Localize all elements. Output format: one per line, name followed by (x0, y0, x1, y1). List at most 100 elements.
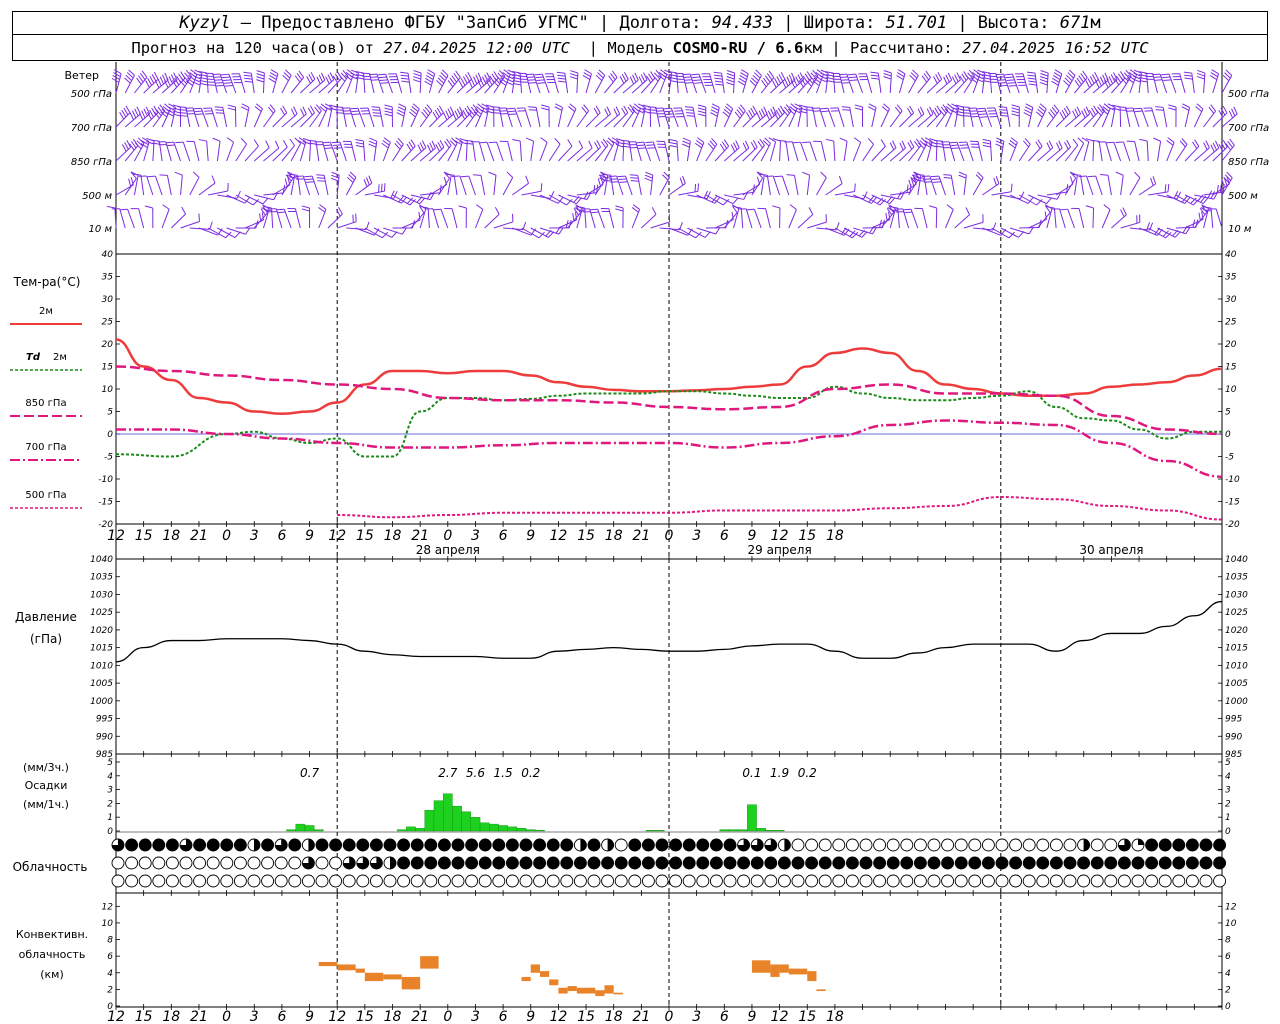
wind-barb-feather (192, 171, 200, 178)
wind-barb (650, 221, 670, 229)
wind-barb (521, 227, 540, 239)
wind-barb-feather (513, 82, 522, 86)
wind-barb-feather (409, 198, 416, 206)
cloud-symbol (247, 874, 261, 888)
wind-barb (219, 73, 228, 94)
wind-barb-feather (1087, 175, 1096, 178)
wind-barb (244, 107, 250, 128)
wind-barb-feather (528, 109, 537, 111)
cloud-symbol (125, 838, 139, 852)
conv-bar (576, 987, 596, 994)
wind-barb-feather (800, 77, 806, 86)
wind-barb-feather (879, 198, 886, 206)
temp-ylabel: 0 (107, 430, 113, 440)
wind-barb-feather (1091, 107, 1097, 116)
cloud-symbol (1185, 874, 1199, 888)
wind-barb (1018, 144, 1031, 162)
wind-barb-feather (541, 104, 550, 108)
wind-barb-feather (1035, 141, 1041, 149)
wind-barb-feather (569, 103, 577, 110)
wind-barb-feather (274, 140, 280, 149)
wind-barb-feather (199, 82, 208, 86)
wind-barb-feather (825, 77, 834, 80)
wind-barb-feather (424, 106, 431, 114)
wind-barb (180, 221, 200, 229)
wind-barb-feather (854, 183, 856, 192)
wind-barb-feather (752, 105, 758, 114)
wind-barb-feather (413, 70, 422, 74)
cloud-symbol (329, 838, 343, 852)
wind-barb-feather (398, 103, 406, 108)
cloud-symbol-fill (1118, 839, 1131, 852)
wind-barb-feather (554, 106, 563, 111)
wind-barb-feather (453, 73, 459, 81)
temp-ylabel: 10 (102, 385, 114, 395)
wind-barb-feather (932, 109, 938, 118)
wind-barb-feather (324, 106, 332, 111)
hour-label: 6 (499, 1009, 508, 1024)
wind-barb-feather (782, 109, 789, 116)
conv-bar (401, 976, 421, 990)
wind-barb (373, 227, 392, 238)
conv-ylabel: 8 (1225, 936, 1231, 946)
wind-barb-feather (145, 80, 150, 88)
cloud-symbol (614, 874, 628, 888)
wind-barb-feather (726, 79, 735, 83)
wind-barb-feather (452, 112, 457, 121)
cloud-symbol (628, 838, 642, 852)
cloud-symbol (206, 856, 220, 870)
temp-ylabel: 20 (102, 340, 114, 350)
wind-barb-feather (897, 69, 906, 75)
wind-barb-feather (454, 110, 459, 119)
wind-barb (677, 227, 696, 239)
wind-barb-feather (1152, 73, 1161, 76)
wind-barb-feather (378, 76, 387, 79)
wind-barb-feather (901, 140, 906, 149)
wind-barb-feather (1203, 142, 1208, 151)
wind-barb-feather (398, 195, 405, 203)
wind-barb-feather (145, 106, 151, 115)
wind-barb-feather (1081, 137, 1090, 143)
cloud-symbol (805, 874, 819, 888)
pressure-ylabel: 1035 (90, 573, 113, 583)
wind-barb (383, 227, 403, 235)
wind-barb-feather (397, 109, 405, 114)
wind-barb (410, 108, 420, 128)
precip-bar (415, 828, 425, 832)
hour-label: 18 (162, 1009, 180, 1024)
wind-barb-feather (318, 207, 326, 213)
cloud-symbol (546, 874, 560, 888)
wind-barb-feather (507, 72, 515, 77)
wind-barb (275, 208, 283, 229)
wind-barb-feather (464, 107, 470, 116)
wind-barb-feather (323, 144, 332, 147)
wind-barb-feather (172, 80, 178, 88)
precip-3h-label: 5.6 (466, 766, 485, 780)
temp-ylabel: 35 (1225, 273, 1237, 283)
wind-barb-feather (1181, 138, 1188, 145)
temp-legend-label: 850 гПа (25, 398, 66, 409)
wind-barb-feather (995, 140, 1004, 145)
hour-label: 12 (328, 1009, 346, 1024)
cloud-symbol-fill (784, 839, 791, 851)
wind-barb-feather (1223, 176, 1230, 184)
cloud-symbol (138, 856, 152, 870)
wind-barb-feather (449, 77, 456, 85)
wind-barb (594, 145, 609, 162)
wind-barb-feather (1106, 78, 1111, 86)
wind-barb-feather (198, 139, 207, 142)
wind-barb-feather (841, 82, 850, 84)
wind-barb-feather (1210, 104, 1216, 112)
wind-barb-feather (155, 109, 162, 117)
wind-barb-feather (165, 141, 174, 144)
wind-barb-feather (166, 112, 174, 117)
wind-barb-feather (419, 205, 425, 214)
wind-barb-feather (444, 141, 450, 149)
pressure-ylabel: 1005 (90, 679, 113, 689)
temp-title: Тем-ра(°С) (13, 275, 81, 289)
wind-barb-feather (285, 69, 292, 76)
wind-barb-feather (558, 80, 567, 83)
wind-barb (793, 175, 799, 196)
cloud-symbol (981, 856, 995, 870)
wind-barb-feather (750, 107, 756, 116)
